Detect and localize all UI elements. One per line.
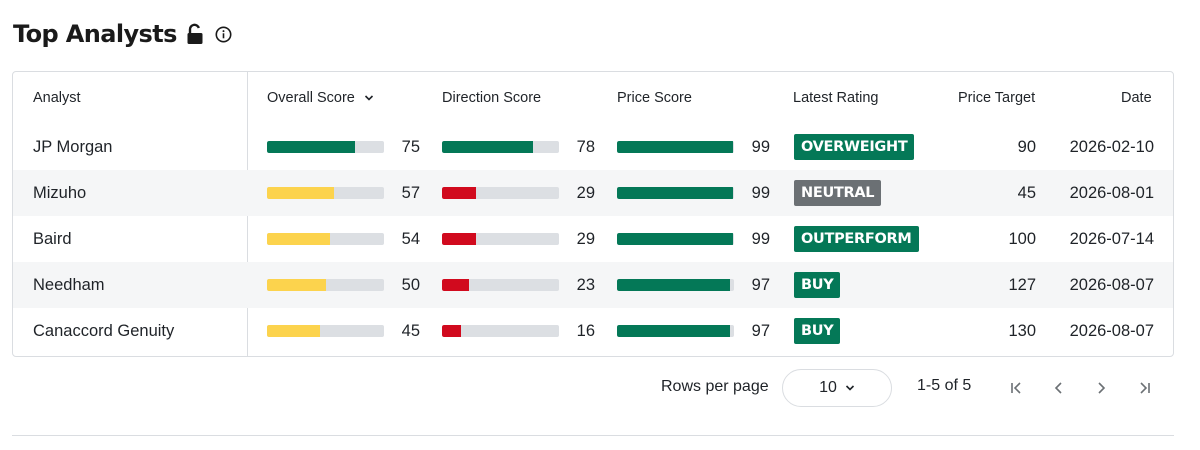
header-overall-score[interactable]: Overall Score [267, 90, 374, 106]
price-score-bar-fill [617, 141, 733, 153]
first-page-icon[interactable] [1007, 378, 1027, 398]
rating-badge: NEUTRAL [794, 180, 882, 206]
overall-score-bar-fill [267, 141, 355, 153]
price-score-value: 97 [751, 275, 770, 294]
direction-score-bar-fill [442, 141, 534, 153]
rating-date: 2026-08-07 [1069, 321, 1154, 340]
table-row[interactable]: JP Morgan 75 78 99 OVERWEIGHT 90 2026-02-10 [13, 124, 1173, 170]
direction-score-value: 29 [576, 229, 595, 248]
overall-score-value: 45 [401, 321, 420, 340]
chevron-down-icon [845, 379, 855, 397]
section-divider [12, 435, 1174, 436]
price-score-bar-fill [617, 233, 733, 245]
price-score-bar-fill [617, 325, 731, 337]
direction-score-bar [442, 325, 559, 337]
analyst-name[interactable]: Needham [33, 275, 105, 294]
analyst-name[interactable]: Canaccord Genuity [33, 321, 175, 340]
direction-score-value: 23 [576, 275, 595, 294]
price-score-bar [617, 279, 734, 291]
price-score-bar [617, 325, 734, 337]
direction-score-bar [442, 233, 559, 245]
rows-per-page-value: 10 [819, 379, 837, 396]
price-target: 100 [1008, 229, 1036, 248]
unlocked-padlock-icon[interactable] [186, 23, 204, 45]
rating-date: 2026-08-01 [1069, 183, 1154, 202]
overall-score-value: 50 [401, 275, 420, 294]
direction-score-bar [442, 187, 559, 199]
price-score-value: 99 [751, 137, 770, 156]
direction-score-value: 29 [576, 183, 595, 202]
rows-per-page-select[interactable]: 10 [782, 369, 892, 407]
direction-score-bar-fill [442, 233, 476, 245]
overall-score-bar [267, 233, 384, 245]
rating-date: 2026-08-07 [1069, 275, 1154, 294]
overall-score-value: 54 [401, 229, 420, 248]
overall-score-bar-fill [267, 233, 331, 245]
rating-date: 2026-07-14 [1069, 229, 1154, 248]
analyst-name[interactable]: Mizuho [33, 183, 87, 202]
direction-score-bar [442, 279, 559, 291]
price-score-bar [617, 141, 734, 153]
next-page-icon[interactable] [1091, 378, 1111, 398]
chevron-down-icon[interactable] [364, 94, 374, 102]
rating-badge: BUY [794, 272, 841, 298]
price-target: 90 [1017, 137, 1036, 156]
direction-score-bar-fill [442, 325, 461, 337]
header-overall-score-label: Overall Score [267, 90, 355, 106]
analysts-table: Analyst Overall Score Direction Score Pr… [12, 71, 1174, 357]
overall-score-value: 57 [401, 183, 420, 202]
price-target: 127 [1008, 275, 1036, 294]
last-page-icon[interactable] [1134, 378, 1154, 398]
overall-score-value: 75 [401, 137, 420, 156]
direction-score-value: 16 [576, 321, 595, 340]
page-title: Top Analysts [13, 20, 177, 48]
prev-page-icon[interactable] [1049, 378, 1069, 398]
overall-score-bar-fill [267, 325, 320, 337]
price-score-bar [617, 187, 734, 199]
table-row[interactable]: Mizuho 57 29 99 NEUTRAL 45 2026-08-01 [13, 170, 1173, 216]
header-price-score[interactable]: Price Score [617, 90, 692, 106]
table-row[interactable]: Baird 54 29 99 OUTPERFORM 100 2026-07-14 [13, 216, 1173, 262]
price-score-bar-fill [617, 187, 733, 199]
overall-score-bar [267, 141, 384, 153]
table-header: Analyst Overall Score Direction Score Pr… [13, 72, 1173, 124]
header-analyst[interactable]: Analyst [33, 90, 81, 106]
overall-score-bar [267, 325, 384, 337]
direction-score-bar-fill [442, 279, 469, 291]
header-date[interactable]: Date [1121, 90, 1152, 106]
price-target: 130 [1008, 321, 1036, 340]
rating-badge: BUY [794, 318, 841, 344]
direction-score-value: 78 [576, 137, 595, 156]
rows-per-page-label: Rows per page [661, 378, 769, 395]
overall-score-bar [267, 279, 384, 291]
price-score-bar [617, 233, 734, 245]
header-price-target[interactable]: Price Target [958, 90, 1036, 106]
price-target: 45 [1017, 183, 1036, 202]
rating-badge: OUTPERFORM [794, 226, 919, 252]
direction-score-bar [442, 141, 559, 153]
price-score-bar-fill [617, 279, 731, 291]
header-direction-score[interactable]: Direction Score [442, 90, 542, 106]
price-score-value: 99 [751, 183, 770, 202]
table-row[interactable]: Canaccord Genuity 45 16 97 BUY 130 2026-08-07 [13, 308, 1173, 354]
analyst-name[interactable]: Baird [33, 229, 72, 248]
page-range: 1-5 of 5 [917, 377, 972, 394]
rating-badge: OVERWEIGHT [794, 134, 915, 160]
section-header: Top Analysts [13, 18, 232, 50]
pagination: Rows per page 10 1-5 of 5 [0, 368, 1200, 408]
rating-date: 2026-02-10 [1069, 137, 1154, 156]
analyst-name[interactable]: JP Morgan [33, 137, 113, 156]
price-score-value: 97 [751, 321, 770, 340]
header-latest-rating[interactable]: Latest Rating [793, 90, 879, 106]
table-row[interactable]: Needham 50 23 97 BUY 127 2026-08-07 [13, 262, 1173, 308]
overall-score-bar-fill [267, 187, 334, 199]
direction-score-bar-fill [442, 187, 476, 199]
overall-score-bar-fill [267, 279, 326, 291]
price-score-value: 99 [751, 229, 770, 248]
info-circle-icon[interactable] [215, 26, 232, 43]
overall-score-bar [267, 187, 384, 199]
